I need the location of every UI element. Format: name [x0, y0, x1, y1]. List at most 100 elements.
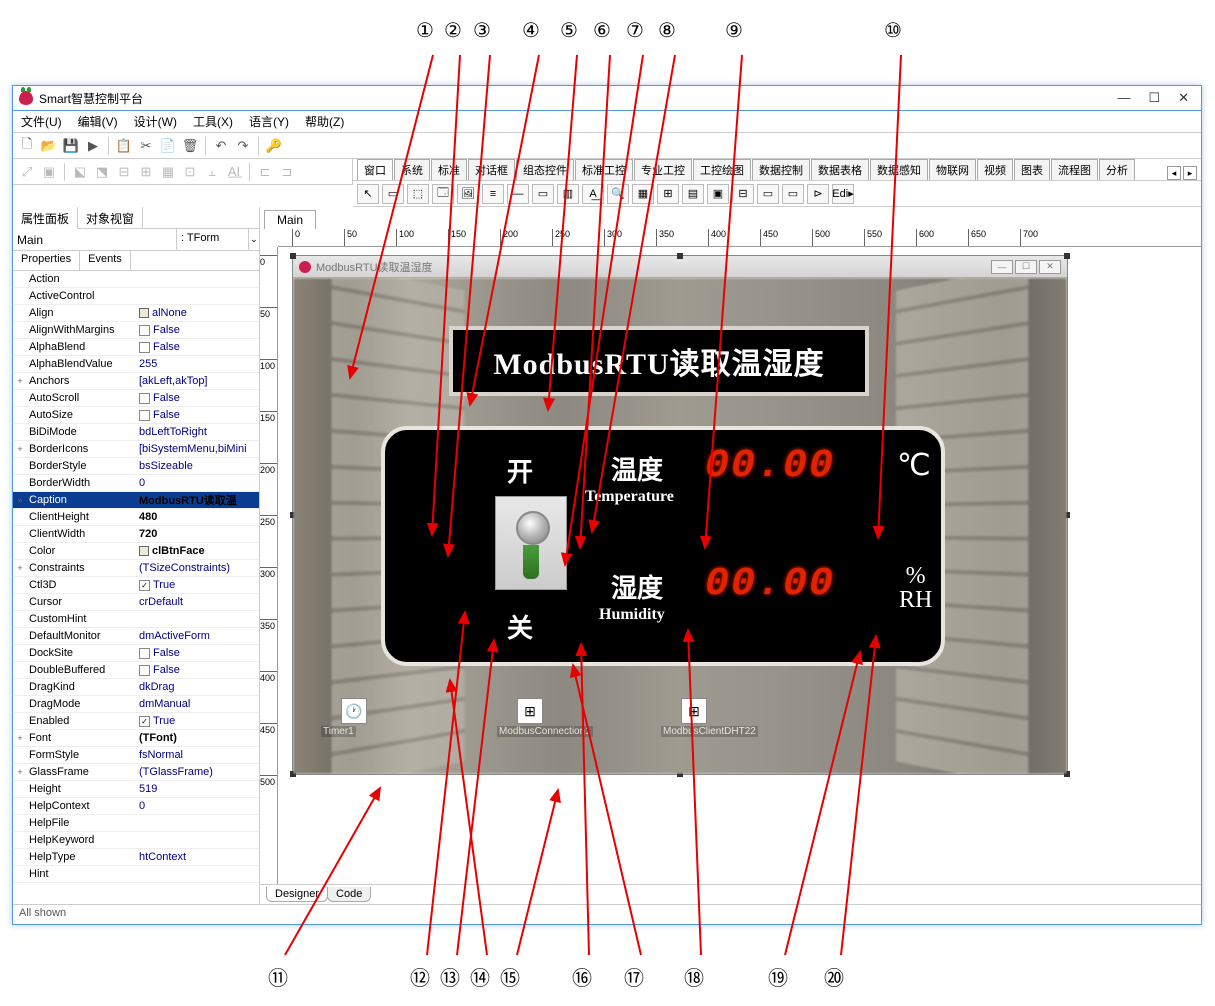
- tab-properties[interactable]: Properties: [13, 251, 80, 270]
- toolbar-button[interactable]: 📂: [39, 136, 59, 156]
- component-button[interactable]: ≡: [482, 184, 504, 204]
- property-row[interactable]: HelpFile: [13, 815, 259, 832]
- property-row[interactable]: BiDiModebdLeftToRight: [13, 424, 259, 441]
- property-row[interactable]: DragKinddkDrag: [13, 679, 259, 696]
- property-row[interactable]: HelpTypehtContext: [13, 849, 259, 866]
- property-row[interactable]: AlignalNone: [13, 305, 259, 322]
- component-icon[interactable]: ⊞: [681, 698, 707, 724]
- component-button[interactable]: ▤: [682, 184, 704, 204]
- property-row[interactable]: +Anchors[akLeft,akTop]: [13, 373, 259, 390]
- tab-object-tree[interactable]: 对象视窗: [78, 207, 143, 228]
- tab-code[interactable]: Code: [327, 887, 371, 902]
- toolbar-button[interactable]: 🗑: [180, 136, 200, 156]
- component-button[interactable]: ⊳: [807, 184, 829, 204]
- tab-events[interactable]: Events: [80, 251, 131, 270]
- property-grid[interactable]: ActionActiveControlAlignalNoneAlignWithM…: [13, 271, 259, 904]
- property-row[interactable]: AlphaBlendValue255: [13, 356, 259, 373]
- palette-tab[interactable]: 工控绘图: [693, 159, 751, 180]
- component-button[interactable]: Edi▸: [832, 184, 854, 204]
- toolbar-button[interactable]: 💾: [61, 136, 81, 156]
- object-dropdown-button[interactable]: ⌄: [248, 229, 259, 250]
- component-button[interactable]: ↖: [357, 184, 379, 204]
- tab-designer[interactable]: Designer: [266, 887, 328, 902]
- palette-tab[interactable]: 数据控制: [752, 159, 810, 180]
- palette-tab[interactable]: 图表: [1014, 159, 1050, 180]
- design-canvas[interactable]: ModbusRTU读取温湿度 — ☐ ✕ ModbusRTU读取温湿度: [278, 247, 1201, 884]
- palette-prev-button[interactable]: ◂: [1167, 166, 1181, 180]
- maximize-button[interactable]: ☐: [1148, 90, 1160, 106]
- property-row[interactable]: DefaultMonitordmActiveForm: [13, 628, 259, 645]
- minimize-button[interactable]: —: [1117, 90, 1130, 106]
- property-row[interactable]: Hint: [13, 866, 259, 883]
- component-button[interactable]: ▦: [632, 184, 654, 204]
- component-button[interactable]: ▥: [557, 184, 579, 204]
- component-button[interactable]: 🗔: [432, 184, 454, 204]
- property-row[interactable]: CustomHint: [13, 611, 259, 628]
- menu-item[interactable]: 帮助(Z): [305, 113, 344, 130]
- component-button[interactable]: ▭: [782, 184, 804, 204]
- component-button[interactable]: ▭: [757, 184, 779, 204]
- component-button[interactable]: ⊟: [732, 184, 754, 204]
- property-row[interactable]: »CaptionModbusRTU读取温: [13, 492, 259, 509]
- palette-tab[interactable]: 系统: [394, 159, 430, 180]
- property-row[interactable]: Enabled✓True: [13, 713, 259, 730]
- property-row[interactable]: Height519: [13, 781, 259, 798]
- palette-tab[interactable]: 专业工控: [634, 159, 692, 180]
- toolbar-button[interactable]: 🔑: [264, 136, 284, 156]
- component-button[interactable]: ⊞: [657, 184, 679, 204]
- property-row[interactable]: +Constraints(TSizeConstraints): [13, 560, 259, 577]
- toolbar-button[interactable]: 🗋: [17, 136, 37, 156]
- component-icon[interactable]: 🕐: [341, 698, 367, 724]
- component-button[interactable]: —: [507, 184, 529, 204]
- form-designer[interactable]: ModbusRTU读取温湿度 — ☐ ✕ ModbusRTU读取温湿度: [292, 255, 1068, 775]
- palette-tab[interactable]: 标准: [431, 159, 467, 180]
- property-row[interactable]: Ctl3D✓True: [13, 577, 259, 594]
- property-row[interactable]: DragModedmManual: [13, 696, 259, 713]
- property-row[interactable]: ClientHeight480: [13, 509, 259, 526]
- menu-item[interactable]: 工具(X): [193, 113, 233, 130]
- palette-tab[interactable]: 组态控件: [516, 159, 574, 180]
- property-row[interactable]: BorderWidth0: [13, 475, 259, 492]
- toolbar-button[interactable]: ↷: [233, 136, 253, 156]
- close-button[interactable]: ✕: [1178, 90, 1189, 106]
- toolbar-button[interactable]: ✂: [136, 136, 156, 156]
- property-row[interactable]: ActiveControl: [13, 288, 259, 305]
- property-row[interactable]: ColorclBtnFace: [13, 543, 259, 560]
- property-row[interactable]: +Font(TFont): [13, 730, 259, 747]
- toggle-switch[interactable]: [495, 496, 567, 590]
- property-row[interactable]: FormStylefsNormal: [13, 747, 259, 764]
- property-row[interactable]: HelpKeyword: [13, 832, 259, 849]
- palette-next-button[interactable]: ▸: [1183, 166, 1197, 180]
- document-tab-main[interactable]: Main: [264, 210, 316, 229]
- palette-tab[interactable]: 视频: [977, 159, 1013, 180]
- property-row[interactable]: AutoSizeFalse: [13, 407, 259, 424]
- property-row[interactable]: +GlassFrame(TGlassFrame): [13, 764, 259, 781]
- property-row[interactable]: DoubleBufferedFalse: [13, 662, 259, 679]
- component-button[interactable]: ⬚: [407, 184, 429, 204]
- palette-tab[interactable]: 数据感知: [870, 159, 928, 180]
- property-row[interactable]: AlphaBlendFalse: [13, 339, 259, 356]
- palette-tab[interactable]: 分析: [1099, 159, 1135, 180]
- menu-item[interactable]: 文件(U): [21, 113, 62, 130]
- palette-tab[interactable]: 标准工控: [575, 159, 633, 180]
- property-row[interactable]: HelpContext0: [13, 798, 259, 815]
- palette-tab[interactable]: 窗口: [357, 159, 393, 180]
- toolbar-button[interactable]: 📋: [114, 136, 134, 156]
- component-icon[interactable]: ⊞: [517, 698, 543, 724]
- toolbar-button[interactable]: ↶: [211, 136, 231, 156]
- component-button[interactable]: 🔍: [607, 184, 629, 204]
- property-row[interactable]: AutoScrollFalse: [13, 390, 259, 407]
- toolbar-button[interactable]: 📄: [158, 136, 178, 156]
- menu-item[interactable]: 设计(W): [134, 113, 177, 130]
- component-button[interactable]: A͟: [582, 184, 604, 204]
- property-row[interactable]: AlignWithMarginsFalse: [13, 322, 259, 339]
- menu-item[interactable]: 语言(Y): [249, 113, 289, 130]
- palette-tab[interactable]: 数据表格: [811, 159, 869, 180]
- menu-item[interactable]: 编辑(V): [78, 113, 118, 130]
- palette-tab[interactable]: 物联网: [929, 159, 976, 180]
- property-row[interactable]: BorderStylebsSizeable: [13, 458, 259, 475]
- property-row[interactable]: Action: [13, 271, 259, 288]
- property-row[interactable]: +BorderIcons[biSystemMenu,biMini: [13, 441, 259, 458]
- component-button[interactable]: ▣: [707, 184, 729, 204]
- property-row[interactable]: ClientWidth720: [13, 526, 259, 543]
